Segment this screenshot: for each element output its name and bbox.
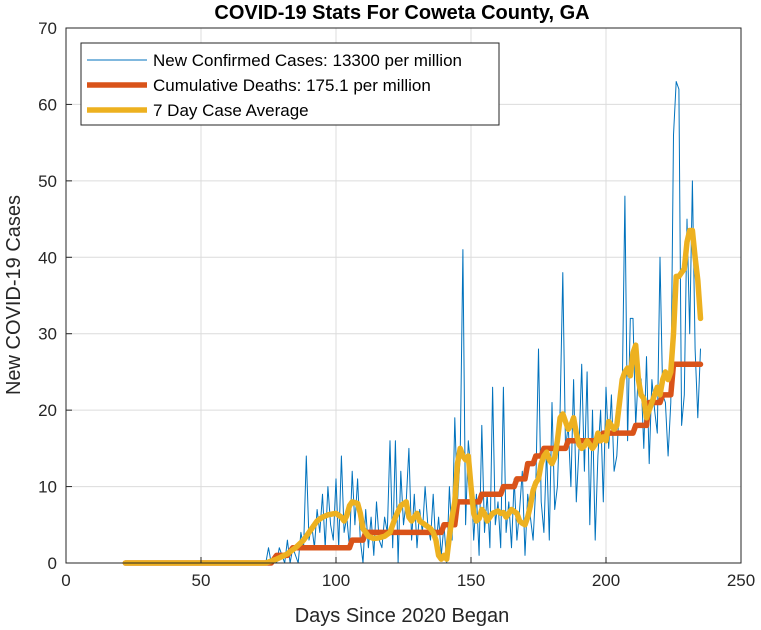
axes-box <box>65 27 742 564</box>
y-tick-label: 40 <box>38 248 57 267</box>
y-tick-label: 60 <box>38 95 57 114</box>
axis-ticks: 0 50 100 150 200 250 0 10 20 30 40 50 60 70 <box>38 19 755 590</box>
y-tick-label: 10 <box>38 478 57 497</box>
chart-title: COVID-19 Stats For Coweta County, GA <box>214 2 589 24</box>
legend-entry-label: 7 Day Case Average <box>153 101 309 120</box>
x-tick-label: 250 <box>727 571 755 590</box>
series-line-cumulative-deaths-175-1-per-mi <box>122 361 704 566</box>
y-tick-label: 0 <box>48 554 57 573</box>
legend-box <box>80 42 500 126</box>
legend-entry-label: Cumulative Deaths: 175.1 per million <box>153 76 431 95</box>
x-tick-label: 200 <box>592 571 620 590</box>
x-tick-label: 50 <box>192 571 211 590</box>
y-tick-label: 50 <box>38 172 57 191</box>
legend-entry-label: New Confirmed Cases: 13300 per million <box>153 51 462 70</box>
y-tick-label: 20 <box>38 401 57 420</box>
x-tick-label: 0 <box>61 571 70 590</box>
x-tick-label: 150 <box>457 571 485 590</box>
x-axis-label: Days Since 2020 Began <box>295 605 510 627</box>
series-line-7-day-case-average <box>122 227 704 566</box>
x-tick-label: 100 <box>322 571 350 590</box>
series-line-new-confirmed-cases-13300-per- <box>124 81 701 564</box>
series-layer <box>122 81 704 566</box>
y-tick-label: 30 <box>38 325 57 344</box>
legend: New Confirmed Cases: 13300 per million Cu… <box>80 42 500 126</box>
y-tick-label: 70 <box>38 19 57 38</box>
y-axis-label: New COVID-19 Cases <box>3 195 25 395</box>
